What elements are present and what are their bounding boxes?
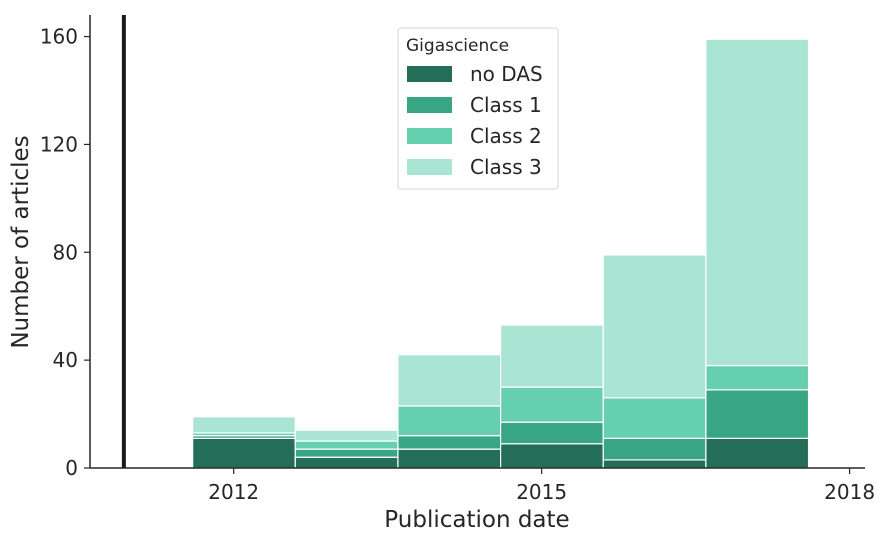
bar-bin5-series4 (602, 254, 707, 399)
bar-bin2-series1 (294, 456, 399, 469)
bar-bin4-series4 (499, 324, 604, 388)
y-tick-label: 160 (40, 25, 78, 49)
legend-label: no DAS (470, 62, 543, 86)
x-tick-label: 2018 (824, 480, 875, 504)
bar-bin4-series2 (499, 421, 604, 445)
bar-bin1-series4 (192, 416, 296, 434)
legend-swatch (407, 159, 452, 175)
legend-title: Gigascience (406, 36, 509, 56)
bar-bin3-series1 (397, 448, 502, 469)
bar-bin4-series3 (499, 386, 604, 423)
bar-bin3-series4 (397, 354, 502, 407)
bar-bin3-series3 (397, 405, 502, 437)
y-tick-label: 0 (65, 456, 78, 480)
y-tick-label: 120 (40, 132, 78, 156)
bar-bin2-series4 (294, 429, 399, 442)
legend-swatch (407, 128, 452, 144)
bar-bin5-series2 (602, 437, 707, 461)
legend-label: Class 2 (470, 124, 542, 148)
legend-swatch (407, 97, 452, 113)
x-tick-label: 2012 (208, 480, 259, 504)
y-tick-label: 40 (53, 348, 78, 372)
bar-bin6-series2 (705, 389, 810, 439)
bar-bin2-series3 (294, 440, 399, 450)
legend-label: Class 1 (470, 93, 542, 117)
legend-label: Class 3 (470, 155, 542, 179)
x-axis-label: Publication date (384, 507, 569, 533)
bar-bin5-series3 (602, 397, 707, 439)
y-axis-label: Number of articles (8, 135, 34, 348)
bar-bin4-series1 (499, 443, 604, 469)
bar-bin2-series2 (294, 448, 399, 458)
bars-group (192, 38, 810, 469)
legend: Gigascience no DAS Class 1 Class 2 Class 3 (397, 27, 559, 190)
y-tick-label: 80 (53, 240, 78, 264)
bar-bin3-series2 (397, 435, 502, 450)
bar-bin6-series3 (705, 364, 810, 391)
bar-bin1-series1 (192, 437, 296, 469)
x-tick-label: 2015 (516, 480, 567, 504)
bar-bin6-series4 (705, 38, 810, 367)
bar-bin5-series1 (602, 459, 707, 469)
x-tick-labels: 2012 2015 2018 (208, 468, 875, 504)
y-tick-labels: 0 40 80 120 160 (40, 25, 90, 480)
bar-bin6-series1 (705, 437, 810, 469)
legend-swatch (407, 66, 452, 82)
